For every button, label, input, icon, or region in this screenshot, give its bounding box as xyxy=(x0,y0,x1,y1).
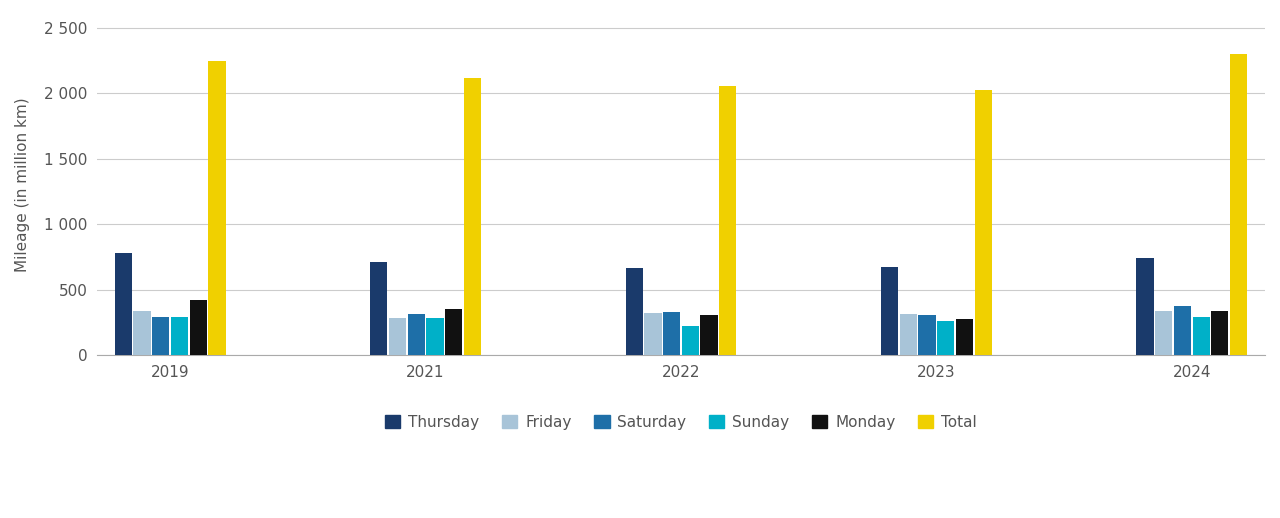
Bar xyxy=(115,253,132,355)
Bar xyxy=(700,314,718,355)
Bar xyxy=(956,319,973,355)
Bar xyxy=(189,300,207,355)
Bar xyxy=(133,311,151,355)
Bar xyxy=(407,314,425,355)
Y-axis label: Mileage (in million km): Mileage (in million km) xyxy=(15,98,29,272)
Bar xyxy=(152,317,169,355)
Bar xyxy=(209,61,225,355)
Bar xyxy=(626,268,643,355)
Bar xyxy=(463,78,481,355)
Bar xyxy=(389,318,406,355)
Bar xyxy=(445,309,462,355)
Bar xyxy=(937,321,955,355)
Legend: Thursday, Friday, Saturday, Sunday, Monday, Total: Thursday, Friday, Saturday, Sunday, Mond… xyxy=(379,409,983,436)
Bar xyxy=(1211,311,1229,355)
Bar xyxy=(1193,316,1210,355)
Bar xyxy=(900,314,916,355)
Bar xyxy=(974,90,992,355)
Bar xyxy=(644,313,662,355)
Bar xyxy=(719,87,736,355)
Bar xyxy=(881,267,899,355)
Bar xyxy=(919,314,936,355)
Bar xyxy=(370,262,388,355)
Bar xyxy=(1137,257,1153,355)
Bar xyxy=(663,312,680,355)
Bar xyxy=(426,318,444,355)
Bar xyxy=(1230,54,1247,355)
Bar xyxy=(1174,306,1190,355)
Bar xyxy=(1155,311,1172,355)
Bar xyxy=(172,316,188,355)
Bar xyxy=(682,326,699,355)
